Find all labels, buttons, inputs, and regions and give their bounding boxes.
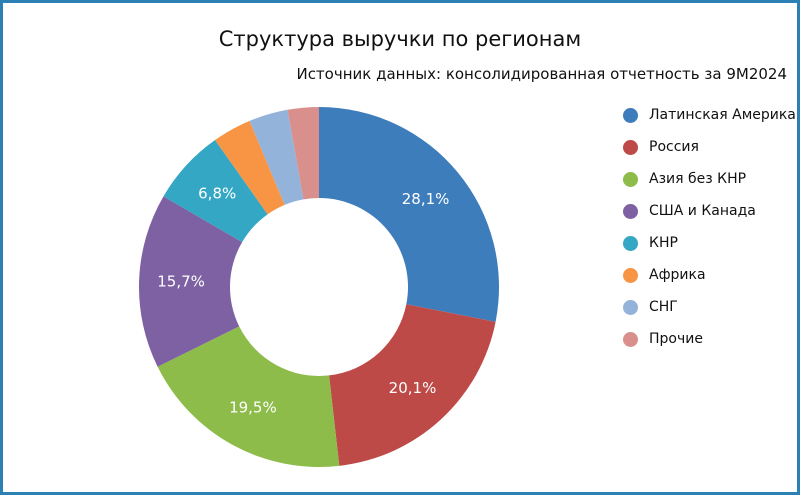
legend-marker-icon (623, 107, 638, 123)
legend-label: Латинская Америка (649, 107, 796, 123)
legend-marker-icon (623, 139, 638, 155)
legend-item: Прочие (623, 323, 796, 355)
donut-chart: 28,1% 20,1% 19,5% 15,7% 6,8% (138, 107, 500, 468)
pie-slice (287, 107, 319, 200)
slice-percent-label: 20,1% (389, 379, 437, 397)
slice-percent-label: 6,8% (198, 184, 236, 202)
chart-title: Структура выручки по регионам (218, 27, 582, 51)
pie-slice (249, 109, 304, 205)
legend-label: США и Канада (649, 203, 756, 219)
legend-marker-icon (623, 299, 638, 315)
legend-label: Азия без КНР (649, 171, 747, 187)
slice-percent-label: 28,1% (402, 190, 450, 208)
legend: Латинская Америка Россия Азия без КНР США и… (623, 99, 796, 355)
chart-subtitle: Источник данных: консолидированная отчет… (296, 65, 787, 83)
legend-item: Латинская Америка (623, 99, 796, 131)
legend-marker-icon (623, 331, 638, 347)
legend-label: Прочие (649, 331, 703, 347)
pie-slice (319, 107, 500, 322)
legend-marker-icon (623, 235, 638, 251)
pie-slice (157, 326, 340, 468)
slice-percent-label: 19,5% (229, 399, 277, 417)
legend-item: СНГ (623, 291, 796, 323)
legend-label: СНГ (649, 299, 678, 315)
legend-marker-icon (623, 203, 638, 219)
legend-label: Россия (649, 139, 699, 155)
legend-item: Африка (623, 259, 796, 291)
legend-item: Азия без КНР (623, 163, 796, 195)
legend-item: КНР (623, 227, 796, 259)
pie-slice (163, 140, 268, 243)
legend-label: КНР (649, 235, 678, 251)
slice-percent-label: 15,7% (157, 273, 205, 291)
pie-slice (215, 120, 285, 215)
pie-slice (329, 304, 496, 466)
pie-slice (138, 196, 243, 367)
legend-item: США и Канада (623, 195, 796, 227)
legend-item: Россия (623, 131, 796, 163)
legend-label: Африка (649, 267, 706, 283)
legend-marker-icon (623, 171, 638, 187)
legend-marker-icon (623, 267, 638, 283)
